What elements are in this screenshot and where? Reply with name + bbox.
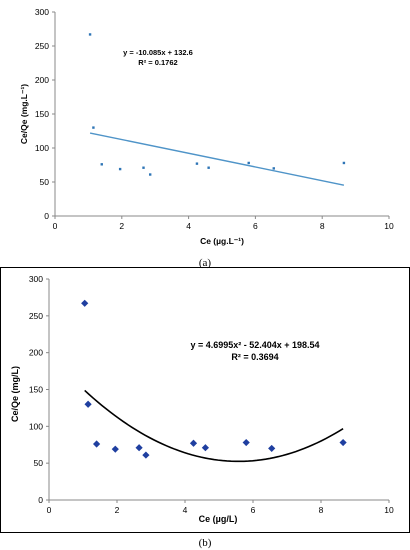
chart-b-data-point — [268, 444, 276, 453]
chart-b-y-tick-label: 200 — [29, 348, 43, 358]
chart-a-x-tick-labels: 0 2 4 6 8 10 — [53, 221, 394, 231]
chart-panel-a: 0 50 100 150 200 250 300 0 2 4 6 8 10 y = -10.085x … — [19, 7, 394, 269]
chart-a-data-point — [342, 161, 346, 165]
chart-b-r-squared: R² = 0.3694 — [231, 352, 278, 362]
chart-b-x-axis-label: Ce (µg/L) — [199, 514, 238, 524]
chart-a-y-tick-labels: 0 50 100 150 200 250 300 — [35, 7, 49, 221]
chart-b-trendline — [84, 389, 344, 463]
chart-b-x-tick-label: 2 — [115, 505, 120, 515]
chart-a-x-tick-label: 10 — [384, 221, 394, 231]
chart-a-data-point — [272, 167, 275, 170]
chart-a-data-point — [92, 126, 95, 129]
chart-a-data-point — [247, 161, 250, 165]
chart-a-x-tick-label: 6 — [253, 221, 258, 231]
chart-a-x-tick-label: 8 — [320, 221, 325, 231]
chart-b-y-tick-label: 100 — [29, 421, 43, 431]
chart-a-y-tick-label: 0 — [44, 211, 49, 221]
chart-b-data-point — [93, 440, 101, 448]
chart-b-data-point — [339, 438, 347, 447]
chart-a-data-point — [88, 33, 92, 36]
chart-b-x-tick-labels: 0 2 4 6 8 10 — [47, 505, 394, 515]
chart-a-y-tick-label: 200 — [35, 75, 49, 85]
chart-a-y-tick-label: 150 — [35, 109, 49, 119]
chart-b-x-tick-label: 4 — [183, 505, 188, 515]
chart-b-y-tick-label: 250 — [29, 311, 43, 321]
chart-a-y-axis-label: Ce/Qe (mg.L⁻¹) — [19, 84, 29, 144]
chart-b-data-point — [142, 451, 150, 459]
chart-a-data-point — [118, 167, 122, 171]
chart-a-r-squared: R² = 0.1762 — [138, 58, 177, 67]
chart-b-y-tick-label: 300 — [29, 274, 43, 284]
chart-a-x-tick-label: 4 — [186, 221, 191, 231]
chart-a-x-tick-label: 2 — [119, 221, 124, 231]
chart-b-y-tick-label: 150 — [29, 385, 43, 395]
chart-a-y-tick-label: 250 — [35, 41, 49, 51]
chart-b-y-tick-labels: 0 50 100 150 200 250 300 — [29, 274, 43, 505]
chart-a-panel-label: (a) — [199, 257, 212, 269]
chart-a-trendline-path — [89, 132, 345, 186]
chart-a-data-point — [148, 173, 152, 176]
chart-a-data-point — [142, 166, 145, 169]
chart-b-axes — [46, 278, 390, 503]
chart-b-y-axis-label: Ce/Qe (mg/L) — [10, 366, 20, 422]
chart-a-y-tick-label: 300 — [35, 7, 49, 17]
chart-a-trendline — [89, 132, 345, 186]
chart-a-axes — [52, 11, 390, 219]
chart-b-points — [81, 299, 347, 459]
chart-b-y-tick-label: 0 — [38, 495, 43, 505]
chart-b-x-tick-label: 6 — [251, 505, 256, 515]
chart-b-x-tick-label: 10 — [384, 505, 394, 515]
chart-b-data-point — [242, 438, 250, 447]
chart-b-data-point — [135, 444, 143, 452]
chart-b-x-tick-label: 0 — [47, 505, 52, 515]
chart-a-equation: y = -10.085x + 132.6 — [123, 48, 193, 57]
chart-b-data-point — [189, 439, 198, 447]
chart-b-equation: y = 4.6995x² - 52.404x + 198.54 — [190, 340, 319, 350]
chart-b-data-point — [201, 444, 209, 452]
chart-b-y-tick-label: 50 — [34, 458, 44, 468]
chart-b-x-tick-label: 8 — [319, 505, 324, 515]
chart-a-data-point — [195, 162, 199, 165]
chart-b-data-point — [81, 299, 89, 307]
chart-a-x-tick-label: 0 — [53, 221, 58, 231]
chart-a-y-tick-label: 100 — [35, 143, 49, 153]
chart-a-data-point — [207, 166, 210, 169]
chart-a-y-tick-label: 50 — [40, 177, 50, 187]
chart-b-frame — [0, 267, 410, 533]
chart-panel-b: 0 50 100 150 200 250 300 0 2 4 6 8 10 y = 4.6995x² … — [0, 267, 410, 549]
chart-b-panel-label: (b) — [199, 537, 212, 549]
chart-a-x-axis-label: Ce (µg.L⁻¹) — [200, 236, 244, 246]
chart-a-points — [88, 33, 346, 176]
chart-b-data-point — [111, 445, 119, 453]
chart-b-trendline-path — [84, 389, 344, 463]
chart-a-data-point — [100, 163, 103, 166]
chart-b-data-point — [84, 400, 92, 408]
